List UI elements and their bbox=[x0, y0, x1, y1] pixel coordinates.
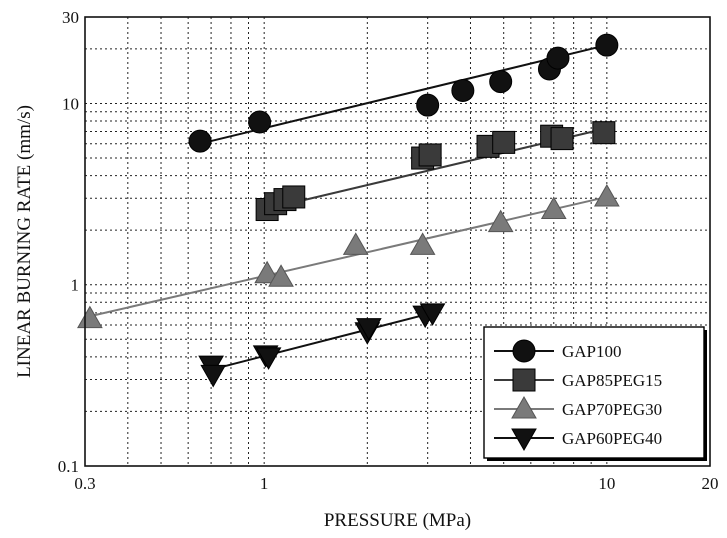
legend: GAP100 GAP85PEG15 GAP70PEG30 GAP60PEG40 bbox=[483, 326, 707, 461]
data-point-gap70peg30 bbox=[77, 305, 103, 329]
data-point-gap70peg30 bbox=[342, 232, 369, 255]
tick-labels: 0.3 1 10 20 0.1 1 10 30 bbox=[58, 8, 719, 493]
data-point-gap60peg40 bbox=[355, 318, 382, 341]
data-point-gap100 bbox=[188, 129, 212, 153]
legend-label-gap100: GAP100 bbox=[562, 342, 622, 361]
data-point-gap70peg30 bbox=[254, 260, 280, 284]
x-tick-label: 0.3 bbox=[74, 474, 95, 493]
y-tick-label: 30 bbox=[62, 8, 79, 27]
data-point-gap70peg30 bbox=[409, 232, 436, 255]
legend-label-gap60peg40: GAP60PEG40 bbox=[562, 429, 662, 448]
data-point-gap85peg15 bbox=[418, 143, 442, 167]
data-point-gap85peg15 bbox=[592, 121, 616, 145]
data-point-gap100 bbox=[595, 33, 619, 57]
x-tick-label: 10 bbox=[598, 474, 615, 493]
data-point-gap100 bbox=[546, 46, 570, 70]
y-tick-label: 1 bbox=[71, 276, 80, 295]
legend-label-gap70peg30: GAP70PEG30 bbox=[562, 400, 662, 419]
data-point-gap100 bbox=[248, 110, 272, 134]
legend-label-gap85peg15: GAP85PEG15 bbox=[562, 371, 662, 390]
data-markers bbox=[77, 33, 620, 388]
x-tick-label: 20 bbox=[702, 474, 719, 493]
legend-marker-gap70peg30 bbox=[511, 395, 537, 419]
fit-line-gap60peg40 bbox=[210, 311, 433, 371]
fit-lines bbox=[89, 44, 608, 371]
legend-marker-gap85peg15 bbox=[512, 368, 536, 392]
data-point-gap100 bbox=[451, 78, 475, 102]
data-point-gap85peg15 bbox=[282, 185, 306, 209]
x-axis-title: PRESSURE (MPa) bbox=[324, 510, 471, 531]
data-point-gap100 bbox=[416, 93, 440, 117]
plot-frame bbox=[84, 16, 711, 467]
legend-marker-gap60peg40 bbox=[511, 428, 537, 452]
data-point-gap70peg30 bbox=[593, 183, 620, 207]
data-point-gap70peg30 bbox=[268, 264, 294, 287]
fit-line-gap70peg30 bbox=[89, 195, 608, 318]
y-tick-label: 10 bbox=[62, 94, 79, 113]
data-point-gap70peg30 bbox=[487, 209, 514, 233]
y-tick-label: 0.1 bbox=[58, 457, 79, 476]
data-point-gap60peg40 bbox=[419, 303, 446, 326]
data-point-gap100 bbox=[489, 70, 513, 94]
legend-marker-gap100 bbox=[512, 339, 536, 363]
data-point-gap70peg30 bbox=[540, 196, 567, 220]
data-point-gap60peg40 bbox=[255, 347, 282, 370]
data-point-gap85peg15 bbox=[550, 127, 574, 151]
y-axis-title: LINEAR BURNING RATE (mm/s) bbox=[14, 105, 35, 378]
x-tick-label: 1 bbox=[260, 474, 269, 493]
data-point-gap60peg40 bbox=[200, 364, 227, 388]
data-point-gap85peg15 bbox=[492, 130, 516, 154]
